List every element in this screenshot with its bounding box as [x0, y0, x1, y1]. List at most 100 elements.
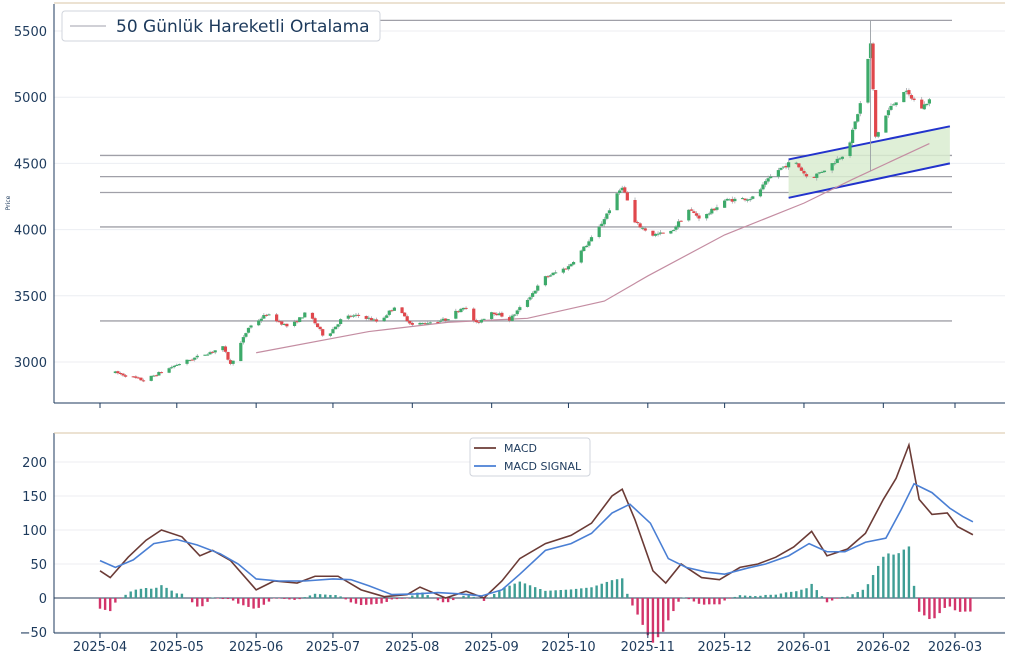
date-tick-label: 2025-07 [306, 640, 360, 653]
macd-histogram-bar [713, 598, 716, 605]
candle-body [262, 315, 266, 319]
candle-body [569, 264, 573, 267]
macd-histogram-bar [554, 590, 557, 598]
candle-body [121, 373, 125, 376]
macd-histogram-bar [400, 598, 404, 599]
candle-body [674, 226, 678, 230]
candle-body [354, 314, 358, 316]
candle-body [167, 368, 171, 373]
macd-histogram-bar [866, 584, 870, 598]
candle-body [285, 323, 289, 327]
candle-body [653, 234, 658, 236]
candle-body [390, 310, 394, 312]
macd-histogram-bar [774, 594, 778, 598]
macd-histogram-bar [196, 598, 199, 607]
candle-body [328, 333, 332, 336]
candle-body [515, 310, 519, 315]
candle-body [784, 165, 788, 168]
candle-body [187, 360, 192, 362]
candle-body [543, 276, 548, 286]
macd-histogram-bar [590, 587, 593, 598]
macd-histogram-bar [513, 583, 516, 598]
price-legend-box [61, 10, 381, 42]
candle-body [492, 312, 496, 315]
macd-histogram-bar [938, 598, 941, 614]
macd-histogram-bar [897, 553, 900, 598]
candle-body [763, 181, 768, 185]
macd-histogram-bar [861, 589, 865, 598]
candle-body [436, 322, 440, 324]
candle-body [797, 163, 801, 168]
date-tick-label: 2025-04 [73, 640, 127, 653]
candle-body [725, 198, 729, 201]
candle-body [751, 196, 755, 199]
macd-histogram-bar [615, 579, 619, 598]
candle-body [315, 323, 320, 328]
candle-body [812, 176, 816, 178]
macd-histogram-bar [528, 585, 532, 598]
macd-histogram-bar [114, 598, 117, 603]
macd-histogram-bar [134, 589, 138, 598]
candle-body [671, 230, 676, 232]
macd-histogram-bar [375, 598, 378, 604]
macd-histogram-bar [646, 598, 650, 636]
candle-body [920, 99, 924, 109]
price-y-tick-label: 5500 [14, 25, 47, 40]
candle-body [282, 323, 286, 325]
macd-legend-box [469, 437, 591, 477]
candle-body [730, 198, 734, 202]
candle-body [758, 189, 763, 197]
candle-body [728, 199, 732, 201]
candle-body [410, 322, 414, 325]
macd-histogram-bar [385, 598, 388, 602]
candle-body [740, 198, 745, 200]
macd-histogram-bar [672, 598, 675, 612]
macd-histogram-bar [242, 598, 245, 606]
candle-body [787, 162, 791, 168]
macd-histogram-bar [170, 590, 173, 598]
candle-body [346, 315, 350, 319]
macd-histogram-bar [549, 590, 552, 598]
candle-body [372, 319, 376, 321]
macd-histogram-bar [139, 588, 143, 598]
candle-body [733, 198, 737, 202]
macd-histogram-bar [436, 598, 440, 601]
candle-body [876, 132, 880, 137]
macd-histogram-bar [800, 589, 803, 598]
macd-histogram-bar [733, 596, 737, 598]
candle-body [564, 268, 568, 270]
candle-body [403, 312, 407, 317]
macd-histogram-bar [416, 592, 419, 598]
candle-body [408, 320, 412, 324]
macd-histogram-bar [856, 592, 859, 598]
macd-histogram-bar [656, 598, 660, 638]
candle-body [259, 318, 263, 321]
macd-histogram-bar [621, 578, 624, 598]
macd-histogram-bar [569, 589, 573, 598]
candle-body [318, 326, 322, 330]
candle-body [531, 293, 535, 297]
candle-body [618, 190, 622, 194]
candle-body [697, 215, 701, 219]
candle-body [651, 230, 655, 236]
macd-histogram-bar [359, 598, 363, 606]
macd-histogram-bar [103, 598, 107, 610]
candle-body [669, 230, 673, 234]
macd-histogram-bar [789, 591, 793, 598]
candle-body [211, 351, 215, 353]
macd-histogram-bar [231, 598, 235, 601]
candle-body [584, 245, 588, 248]
macd-histogram-bar [267, 598, 271, 602]
candle-body [838, 158, 842, 160]
candle-body [295, 321, 299, 323]
macd-histogram-bar [441, 598, 445, 603]
candle-body [781, 166, 786, 168]
macd-histogram-bar [631, 598, 634, 606]
candle-body [723, 200, 727, 208]
candle-body [139, 377, 143, 381]
candle-body [510, 315, 514, 321]
candle-body [203, 354, 207, 356]
macd-histogram-bar [487, 597, 491, 598]
macd-histogram-bar [303, 597, 306, 598]
